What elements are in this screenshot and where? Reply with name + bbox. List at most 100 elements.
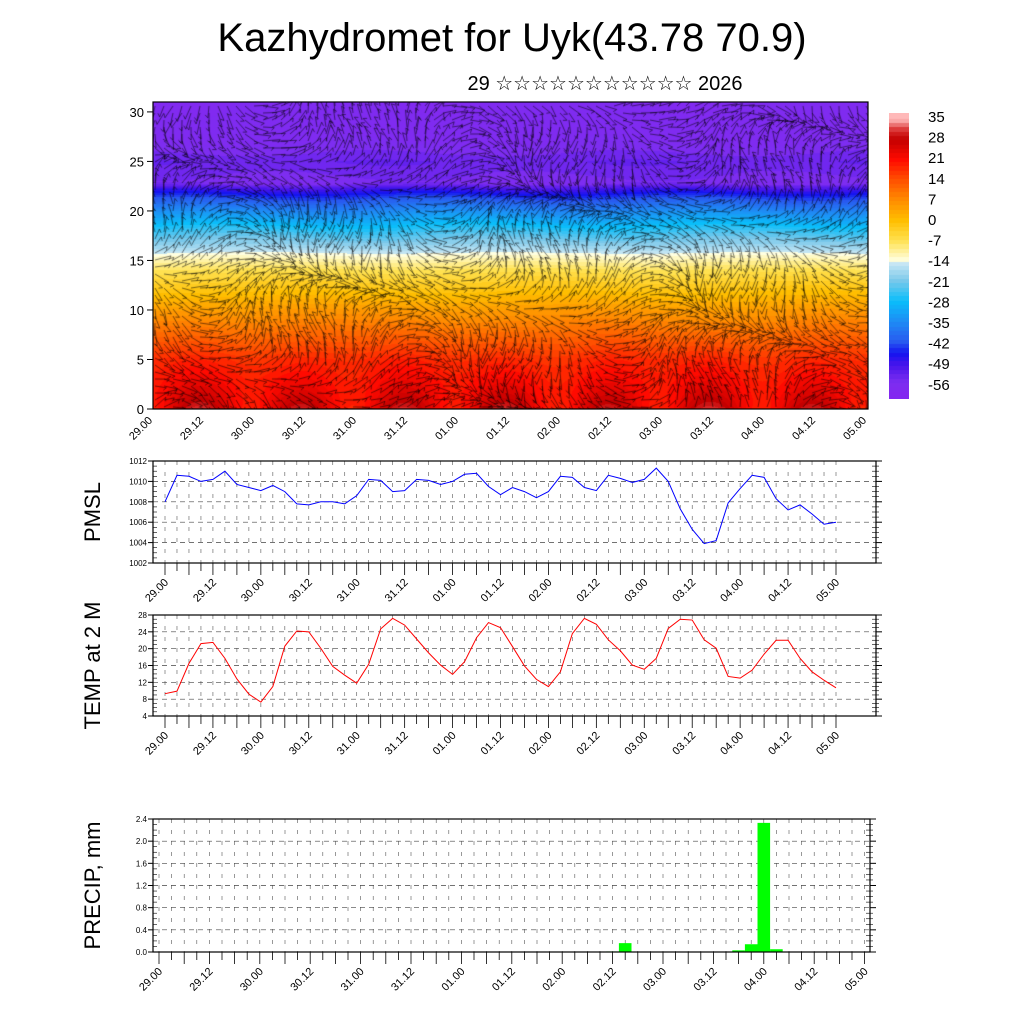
y-tick-label: 1004 <box>129 539 147 548</box>
colorbar-tick-label: 28 <box>928 130 945 147</box>
x-tick-label: 01.12 <box>479 730 507 758</box>
x-tick-label: 31.12 <box>389 966 417 994</box>
colorbar-tick-label: -14 <box>928 253 950 270</box>
x-tick-label: 01.00 <box>433 415 461 443</box>
x-tick-label: 01.12 <box>484 415 512 443</box>
x-tick-label: 05.00 <box>841 415 869 443</box>
x-tick-label: 02.12 <box>586 415 614 443</box>
x-tick-label: 30.12 <box>280 415 308 443</box>
y-tick-label: 4 <box>143 712 148 721</box>
colorbar-tick-label: 14 <box>928 171 945 188</box>
y-tick-label: 20 <box>138 645 147 654</box>
colorbar-tick-label: -7 <box>928 233 941 250</box>
colorbar-tick-label: -28 <box>928 294 950 311</box>
y-tick-label: 28 <box>138 611 147 620</box>
x-tick-label: 29.00 <box>143 577 171 605</box>
y-tick-label: 0.4 <box>136 926 148 935</box>
x-tick-label: 29.00 <box>127 415 155 443</box>
y-tick-label: 16 <box>138 662 147 671</box>
panel-frame <box>152 818 871 953</box>
y-tick-label: 10 <box>130 303 144 318</box>
x-tick-label: 03.12 <box>670 730 698 758</box>
x-tick-label: 30.12 <box>287 730 315 758</box>
panel-3: 2.4 2.0 1.6 1.2 0.8 0.4 0.0 29.00 29.12 30.00 30.1… <box>80 815 876 994</box>
colorbar <box>889 113 909 399</box>
x-tick-label: 03.00 <box>641 966 669 994</box>
y-tick-label: 1012 <box>129 457 147 466</box>
colorbar-tick-label: -49 <box>928 356 950 373</box>
y-axis-label: PRECIP, mm <box>80 822 105 950</box>
y-tick-label: 30 <box>130 105 144 120</box>
y-tick-label: 20 <box>130 204 144 219</box>
x-tick-label: 03.12 <box>688 415 716 443</box>
chart-subtitle: 29 ☆☆☆☆☆☆☆☆☆☆☆ 2026 <box>467 73 743 95</box>
y-tick-label: 0.0 <box>136 948 148 957</box>
y-tick-label: 8 <box>143 695 148 704</box>
y-axis-label: PMSL <box>80 482 105 542</box>
colorbar-tick-label: -21 <box>928 274 950 291</box>
y-tick-label: 1006 <box>129 518 147 527</box>
x-tick-label: 30.00 <box>229 415 257 443</box>
x-tick-label: 03.00 <box>622 730 650 758</box>
x-tick-label: 31.00 <box>331 415 359 443</box>
y-tick-label: 25 <box>130 154 144 169</box>
x-tick-label: 31.00 <box>335 577 363 605</box>
chart-title: Kazhydromet for Uyk(43.78 70.9) <box>217 16 807 60</box>
x-tick-label: 30.00 <box>239 730 267 758</box>
colorbar-tick-label: 21 <box>928 150 945 167</box>
colorbar-tick-label: 7 <box>928 191 936 208</box>
x-tick-label: 02.12 <box>575 577 603 605</box>
x-tick-label: 05.00 <box>814 577 842 605</box>
y-tick-label: 24 <box>138 628 147 637</box>
precip-bar <box>618 943 632 952</box>
x-tick-label: 29.00 <box>137 966 165 994</box>
x-tick-label: 01.00 <box>431 577 459 605</box>
x-tick-label: 05.00 <box>814 730 842 758</box>
x-tick-label: 02.00 <box>527 730 555 758</box>
colorbar-tick-label: -42 <box>928 336 950 353</box>
precip-bar <box>744 944 758 952</box>
colorbar-tick-label: 0 <box>928 212 936 229</box>
precip-bar <box>757 822 771 952</box>
x-tick-label: 30.00 <box>239 577 267 605</box>
x-tick-label: 04.00 <box>718 730 746 758</box>
y-axis-label: TEMP at 2 M <box>80 602 105 730</box>
x-tick-label: 29.00 <box>143 730 171 758</box>
x-tick-label: 01.12 <box>479 577 507 605</box>
y-tick-label: 5 <box>137 352 144 367</box>
panel-frame <box>152 460 877 564</box>
x-tick-label: 31.00 <box>335 730 363 758</box>
x-tick-label: 29.12 <box>191 577 219 605</box>
y-tick-label: 1.6 <box>136 859 148 868</box>
x-tick-label: 04.12 <box>766 577 794 605</box>
x-tick-label: 31.12 <box>382 415 410 443</box>
panel-1: 1012 1010 1008 1006 1004 1002 29.00 29.12 30.00 3… <box>80 457 882 605</box>
precip-bar <box>770 949 783 952</box>
colorbar-tick-label: -56 <box>928 377 950 394</box>
y-tick-label: 0 <box>137 402 144 417</box>
x-tick-label: 02.00 <box>535 415 563 443</box>
x-tick-label: 02.00 <box>540 966 568 994</box>
temp-line <box>164 617 837 703</box>
x-tick-label: 01.12 <box>490 966 518 994</box>
y-tick-label: 1008 <box>129 498 147 507</box>
main-plot-frame <box>152 101 869 410</box>
x-tick-label: 04.00 <box>718 577 746 605</box>
y-tick-label: 1010 <box>129 477 147 486</box>
panel-2: 28 24 20 16 12 8 4 29.00 29.12 30.00 30.12 31.00 31.… <box>80 602 882 758</box>
x-tick-label: 04.12 <box>766 730 794 758</box>
x-tick-label: 02.12 <box>575 730 603 758</box>
x-tick-label: 31.12 <box>383 730 411 758</box>
x-tick-label: 02.12 <box>591 966 619 994</box>
precip-bar <box>732 950 745 952</box>
y-tick-label: 12 <box>138 678 147 687</box>
y-tick-label: 2.4 <box>136 815 148 824</box>
x-tick-label: 03.12 <box>670 577 698 605</box>
pmsl-line <box>164 467 837 545</box>
temperature-wind-cross-section <box>153 102 868 409</box>
x-tick-label: 04.12 <box>790 415 818 443</box>
x-tick-label: 30.00 <box>238 966 266 994</box>
colorbar-tick-label: -35 <box>928 315 950 332</box>
x-tick-label: 03.12 <box>692 966 720 994</box>
